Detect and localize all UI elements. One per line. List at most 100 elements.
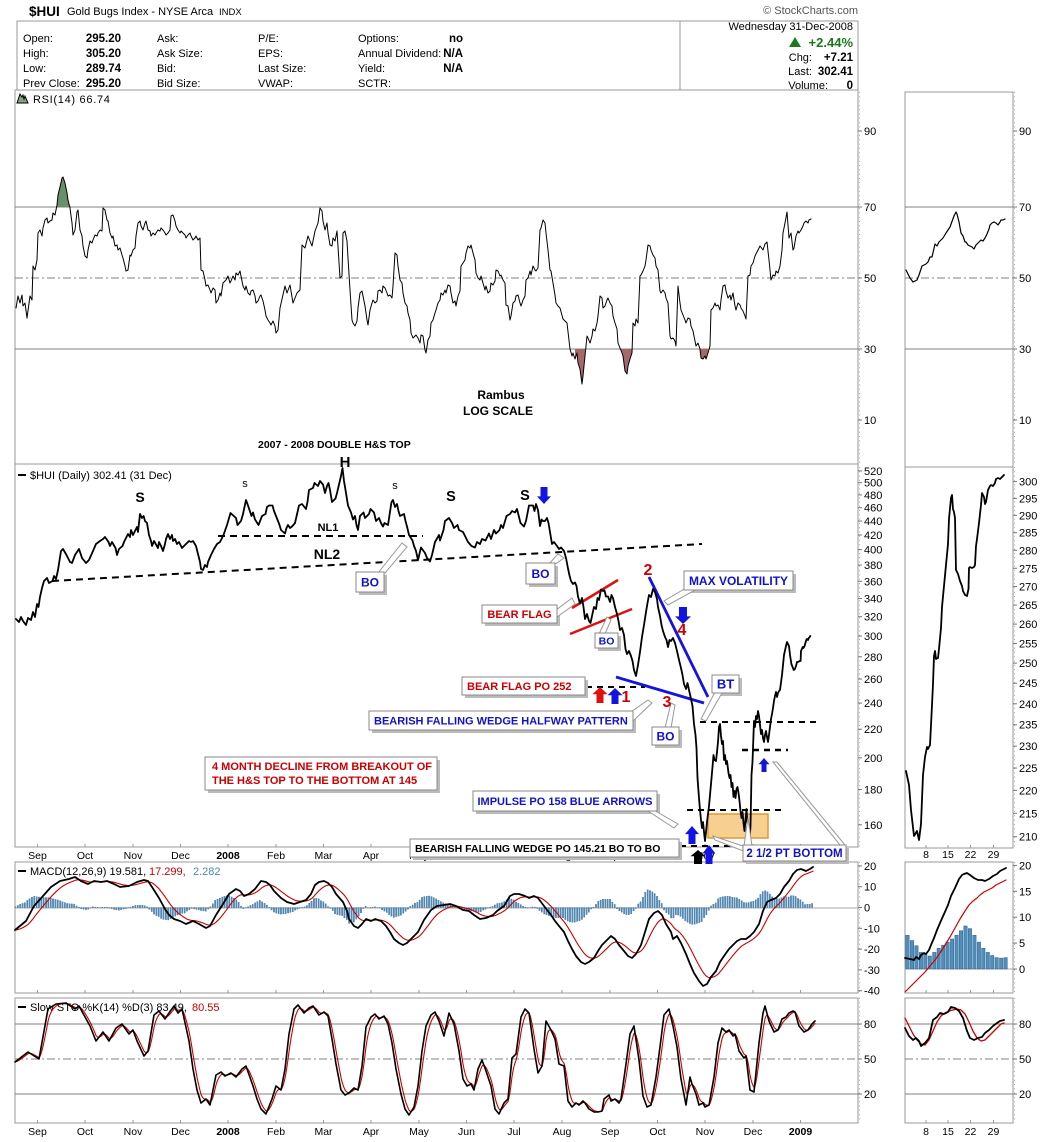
svg-text:THE H&S TOP TO THE BOTTOM AT 1: THE H&S TOP TO THE BOTTOM AT 145 (212, 775, 417, 787)
svg-text:s: s (242, 478, 248, 490)
svg-text:BEARISH FALLING WEDGE HALFWAY: BEARISH FALLING WEDGE HALFWAY PATTERN (374, 715, 628, 727)
svg-text:50: 50 (1019, 1054, 1031, 1066)
svg-text:Open:: Open: (23, 33, 53, 45)
svg-text:250: 250 (1019, 658, 1037, 670)
svg-text:LOG SCALE: LOG SCALE (463, 404, 533, 418)
svg-text:$HUI: $HUI (29, 4, 60, 19)
svg-text:Dec: Dec (171, 1126, 190, 1138)
svg-text:20: 20 (864, 1089, 876, 1101)
svg-text:N/A: N/A (443, 48, 463, 60)
svg-text:Volume:: Volume: (788, 80, 828, 92)
svg-text:Nov: Nov (696, 1126, 715, 1138)
svg-text:BEAR FLAG PO 252: BEAR FLAG PO 252 (467, 681, 572, 693)
svg-text:Annual Dividend:: Annual Dividend: (358, 48, 441, 60)
svg-text:265: 265 (1019, 600, 1037, 612)
svg-text:BO: BO (599, 635, 615, 647)
svg-text:80.55: 80.55 (192, 1002, 220, 1014)
svg-text:10: 10 (1019, 415, 1031, 427)
svg-text:Nov: Nov (124, 1126, 143, 1138)
svg-text:2008: 2008 (216, 1126, 240, 1138)
svg-text:50: 50 (864, 273, 876, 285)
svg-text:Oct: Oct (649, 1126, 665, 1138)
svg-text:340: 340 (864, 593, 882, 605)
svg-text:420: 420 (864, 530, 882, 542)
svg-text:20: 20 (1019, 1089, 1031, 1101)
svg-text:3: 3 (663, 694, 672, 711)
svg-text:-20: -20 (864, 944, 880, 956)
svg-text:VWAP:: VWAP: (258, 78, 293, 90)
svg-text:Aug: Aug (553, 1126, 572, 1138)
svg-text:Low:: Low: (23, 63, 46, 75)
svg-text:90: 90 (864, 126, 876, 138)
svg-text:+7.21: +7.21 (824, 52, 854, 64)
svg-text:Rambus: Rambus (477, 388, 525, 402)
svg-text:Mar: Mar (314, 850, 333, 862)
svg-text:295: 295 (1019, 493, 1037, 505)
svg-text:Last Size:: Last Size: (258, 63, 306, 75)
svg-text:no: no (449, 33, 463, 45)
svg-text:BT: BT (717, 677, 734, 692)
svg-text:Apr: Apr (363, 850, 380, 862)
svg-text:Oct: Oct (77, 1126, 93, 1138)
svg-text:SCTR:: SCTR: (358, 78, 391, 90)
svg-text:225: 225 (1019, 763, 1037, 775)
svg-text:380: 380 (864, 560, 882, 572)
svg-text:BO: BO (657, 729, 675, 743)
svg-text:NL1: NL1 (318, 522, 339, 534)
svg-text:80: 80 (864, 1019, 876, 1031)
svg-text:70: 70 (864, 202, 876, 214)
svg-text:BO: BO (361, 575, 379, 589)
svg-text:235: 235 (1019, 720, 1037, 732)
svg-text:S: S (520, 488, 530, 504)
svg-text:BEAR FLAG: BEAR FLAG (487, 609, 551, 621)
svg-text:S: S (446, 489, 456, 505)
svg-text:Ask:: Ask: (157, 33, 178, 45)
svg-text:Apr: Apr (363, 1126, 380, 1138)
svg-text:-30: -30 (864, 965, 880, 977)
svg-text:300: 300 (864, 631, 882, 643)
svg-text:Feb: Feb (267, 1126, 285, 1138)
svg-text:$HUI (Daily) 302.41 (31 Dec): $HUI (Daily) 302.41 (31 Dec) (30, 470, 172, 482)
svg-text:270: 270 (1019, 582, 1037, 594)
svg-text:INDX: INDX (219, 7, 242, 18)
svg-text:2008: 2008 (216, 850, 240, 862)
svg-text:15: 15 (1019, 886, 1031, 898)
svg-text:0: 0 (864, 903, 870, 915)
svg-text:290: 290 (1019, 510, 1037, 522)
svg-text:Ask Size:: Ask Size: (157, 48, 203, 60)
svg-text:80: 80 (1019, 1019, 1031, 1031)
svg-text:50: 50 (864, 1054, 876, 1066)
svg-text:245: 245 (1019, 678, 1037, 690)
svg-text:BO: BO (532, 567, 550, 581)
svg-text:EPS:: EPS: (258, 48, 283, 60)
svg-text:Options:: Options: (358, 33, 399, 45)
svg-text:Prev Close:: Prev Close: (23, 78, 80, 90)
svg-text:160: 160 (864, 820, 882, 832)
svg-text:IMPULSE PO 158 BLUE ARROWS: IMPULSE PO 158 BLUE ARROWS (477, 796, 652, 808)
svg-text:15: 15 (942, 1126, 954, 1138)
svg-text:30: 30 (864, 344, 876, 356)
svg-text:8: 8 (923, 849, 929, 861)
svg-text:8: 8 (923, 1126, 929, 1138)
svg-text:17.299,: 17.299, (149, 866, 186, 878)
svg-text:260: 260 (1019, 619, 1037, 631)
svg-text:20: 20 (864, 861, 876, 873)
svg-text:0: 0 (847, 80, 853, 92)
svg-text:0: 0 (1019, 964, 1025, 976)
svg-text:P/E:: P/E: (258, 33, 279, 45)
svg-text:240: 240 (1019, 699, 1037, 711)
svg-text:RSI(14) 66.74: RSI(14) 66.74 (33, 94, 111, 106)
svg-text:Feb: Feb (267, 850, 285, 862)
svg-text:400: 400 (864, 545, 882, 557)
svg-text:360: 360 (864, 576, 882, 588)
svg-text:H: H (340, 454, 351, 471)
svg-text:200: 200 (864, 753, 882, 765)
svg-text:Bid:: Bid: (157, 63, 176, 75)
svg-text:30: 30 (1019, 344, 1031, 356)
svg-text:MAX VOLATILITY: MAX VOLATILITY (689, 574, 788, 588)
svg-text:Yield:: Yield: (358, 63, 385, 75)
svg-text:May: May (409, 1126, 430, 1138)
svg-text:300: 300 (1019, 477, 1037, 489)
svg-text:Dec: Dec (171, 850, 190, 862)
svg-text:2.282: 2.282 (193, 866, 221, 878)
